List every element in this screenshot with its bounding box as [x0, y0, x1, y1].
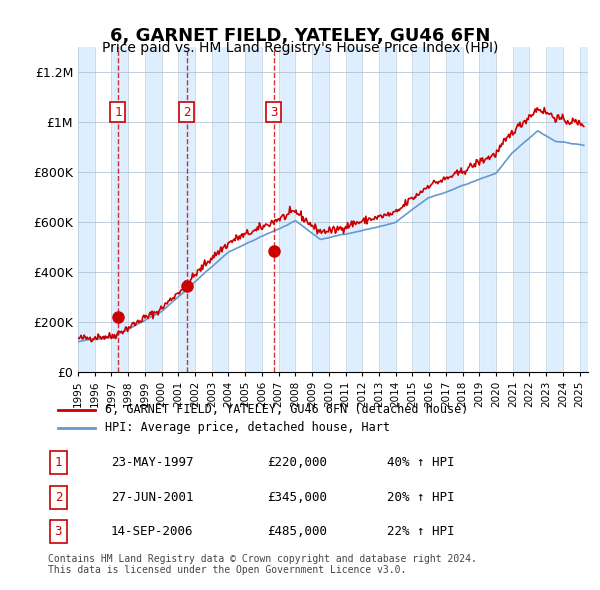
Bar [362, 47, 379, 372]
Bar [563, 47, 580, 372]
Bar [546, 47, 563, 372]
Text: £220,000: £220,000 [267, 456, 327, 469]
Bar [329, 47, 346, 372]
Bar [513, 47, 529, 372]
Text: 2: 2 [55, 490, 62, 504]
Text: 3: 3 [55, 525, 62, 538]
Bar [95, 47, 112, 372]
Bar [463, 47, 479, 372]
Text: 14-SEP-2006: 14-SEP-2006 [110, 525, 193, 538]
Text: 1: 1 [114, 106, 122, 119]
Bar [446, 47, 463, 372]
Bar [78, 47, 95, 372]
Text: 6, GARNET FIELD, YATELEY, GU46 6FN (detached house): 6, GARNET FIELD, YATELEY, GU46 6FN (deta… [106, 404, 469, 417]
Bar [112, 47, 128, 372]
Bar [580, 47, 596, 372]
Bar [312, 47, 329, 372]
Bar [161, 47, 178, 372]
Text: Price paid vs. HM Land Registry's House Price Index (HPI): Price paid vs. HM Land Registry's House … [102, 41, 498, 55]
Text: 2: 2 [183, 106, 190, 119]
Text: 27-JUN-2001: 27-JUN-2001 [110, 490, 193, 504]
Text: Contains HM Land Registry data © Crown copyright and database right 2024.
This d: Contains HM Land Registry data © Crown c… [48, 553, 477, 575]
Bar [262, 47, 278, 372]
Bar [295, 47, 312, 372]
Bar [212, 47, 229, 372]
Bar [346, 47, 362, 372]
Bar [128, 47, 145, 372]
Text: 3: 3 [270, 106, 278, 119]
Text: 22% ↑ HPI: 22% ↑ HPI [388, 525, 455, 538]
Bar [479, 47, 496, 372]
Text: 1: 1 [55, 456, 62, 469]
Bar [145, 47, 161, 372]
Bar [429, 47, 446, 372]
Bar [379, 47, 396, 372]
Bar [245, 47, 262, 372]
Text: 6, GARNET FIELD, YATELEY, GU46 6FN: 6, GARNET FIELD, YATELEY, GU46 6FN [110, 27, 490, 45]
Text: 23-MAY-1997: 23-MAY-1997 [110, 456, 193, 469]
Text: HPI: Average price, detached house, Hart: HPI: Average price, detached house, Hart [106, 421, 391, 434]
Bar [229, 47, 245, 372]
Bar [412, 47, 429, 372]
Text: 40% ↑ HPI: 40% ↑ HPI [388, 456, 455, 469]
Bar [496, 47, 513, 372]
Text: £485,000: £485,000 [267, 525, 327, 538]
Bar [396, 47, 412, 372]
Bar [529, 47, 546, 372]
Bar [178, 47, 195, 372]
Bar [278, 47, 295, 372]
Bar [195, 47, 212, 372]
Text: £345,000: £345,000 [267, 490, 327, 504]
Text: 20% ↑ HPI: 20% ↑ HPI [388, 490, 455, 504]
